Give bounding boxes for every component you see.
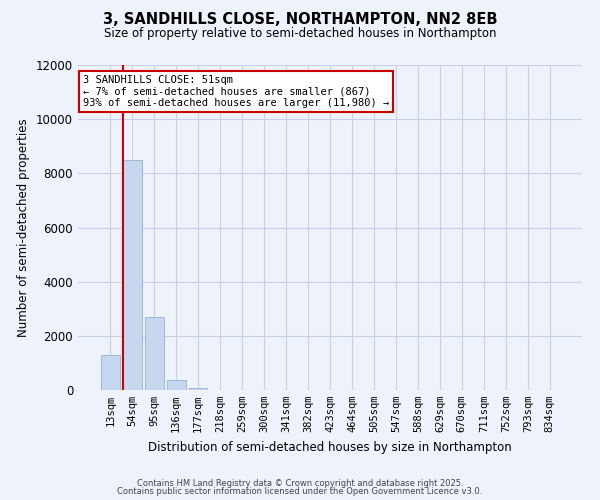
Text: Contains public sector information licensed under the Open Government Licence v3: Contains public sector information licen… (118, 487, 482, 496)
Bar (189, 388, 208, 390)
Text: 3, SANDHILLS CLOSE, NORTHAMPTON, NN2 8EB: 3, SANDHILLS CLOSE, NORTHAMPTON, NN2 8EB (103, 12, 497, 28)
Bar (167, 380, 185, 390)
Bar (145, 317, 164, 390)
X-axis label: Distribution of semi-detached houses by size in Northampton: Distribution of semi-detached houses by … (148, 440, 512, 454)
Bar (101, 355, 119, 390)
Text: Contains HM Land Registry data © Crown copyright and database right 2025.: Contains HM Land Registry data © Crown c… (137, 478, 463, 488)
Text: Size of property relative to semi-detached houses in Northampton: Size of property relative to semi-detach… (104, 28, 496, 40)
Bar (123, 160, 142, 390)
Y-axis label: Number of semi-detached properties: Number of semi-detached properties (17, 118, 31, 337)
Text: 3 SANDHILLS CLOSE: 51sqm
← 7% of semi-detached houses are smaller (867)
93% of s: 3 SANDHILLS CLOSE: 51sqm ← 7% of semi-de… (83, 74, 389, 108)
